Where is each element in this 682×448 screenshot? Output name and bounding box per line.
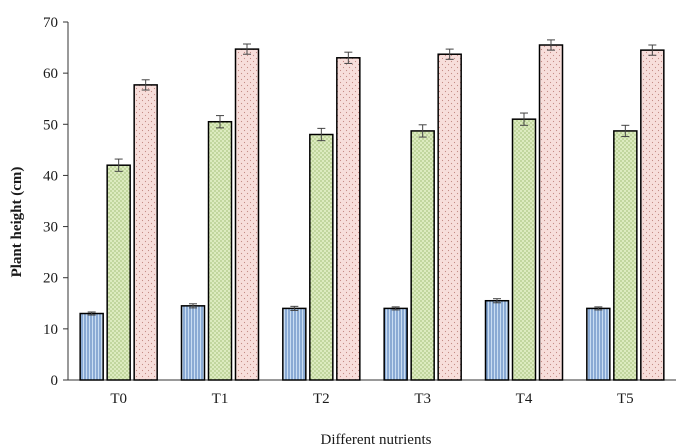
y-axis: 0 10 20 30 40 50 60 70 [43,15,69,389]
bar-series3-t3 [437,53,462,381]
bar-series3-t1 [234,48,260,381]
y-tick-label: 50 [43,117,58,133]
bar-series2-t4 [511,118,537,381]
x-axis: T0 T1 T2 T3 T4 T5 [68,379,676,407]
y-tick-label: 30 [43,220,58,236]
y-tick-label: 20 [43,271,58,287]
bar-series1-t1 [180,305,206,381]
bar-series3-t5 [640,49,665,381]
y-tick-label: 70 [43,15,58,31]
x-tick-label: T1 [212,391,229,407]
bar-series2-t3 [410,130,435,381]
x-tick-label: T4 [516,391,533,407]
bar-series2-t1 [207,120,233,381]
bar-series1-t3 [383,307,408,381]
error-bars-group [87,39,657,316]
bar-series1-t5 [586,307,611,381]
y-axis-title: Plant height (cm) [9,167,25,278]
x-tick-label: T3 [414,391,431,407]
bar-series3-t2 [336,57,361,381]
bar-series1-t2 [282,307,307,381]
bars-group [79,44,665,381]
y-tick-label: 40 [43,168,58,184]
x-tick-label: T0 [110,391,127,407]
bar-series3-t4 [538,44,564,381]
bar-series2-t5 [613,130,638,381]
y-tick-label: 0 [51,373,59,389]
x-tick-label: T2 [313,391,330,407]
x-axis-title: Different nutrients [321,432,432,448]
y-tick-label: 10 [43,322,58,338]
bar-series3-t0 [133,84,158,381]
bar-series1-t0 [79,312,104,381]
y-tick-label: 60 [43,66,58,82]
x-tick-label: T5 [617,391,634,407]
bar-series1-t4 [484,299,510,381]
bar-series2-t2 [309,133,334,381]
bar-series2-t0 [106,164,131,381]
